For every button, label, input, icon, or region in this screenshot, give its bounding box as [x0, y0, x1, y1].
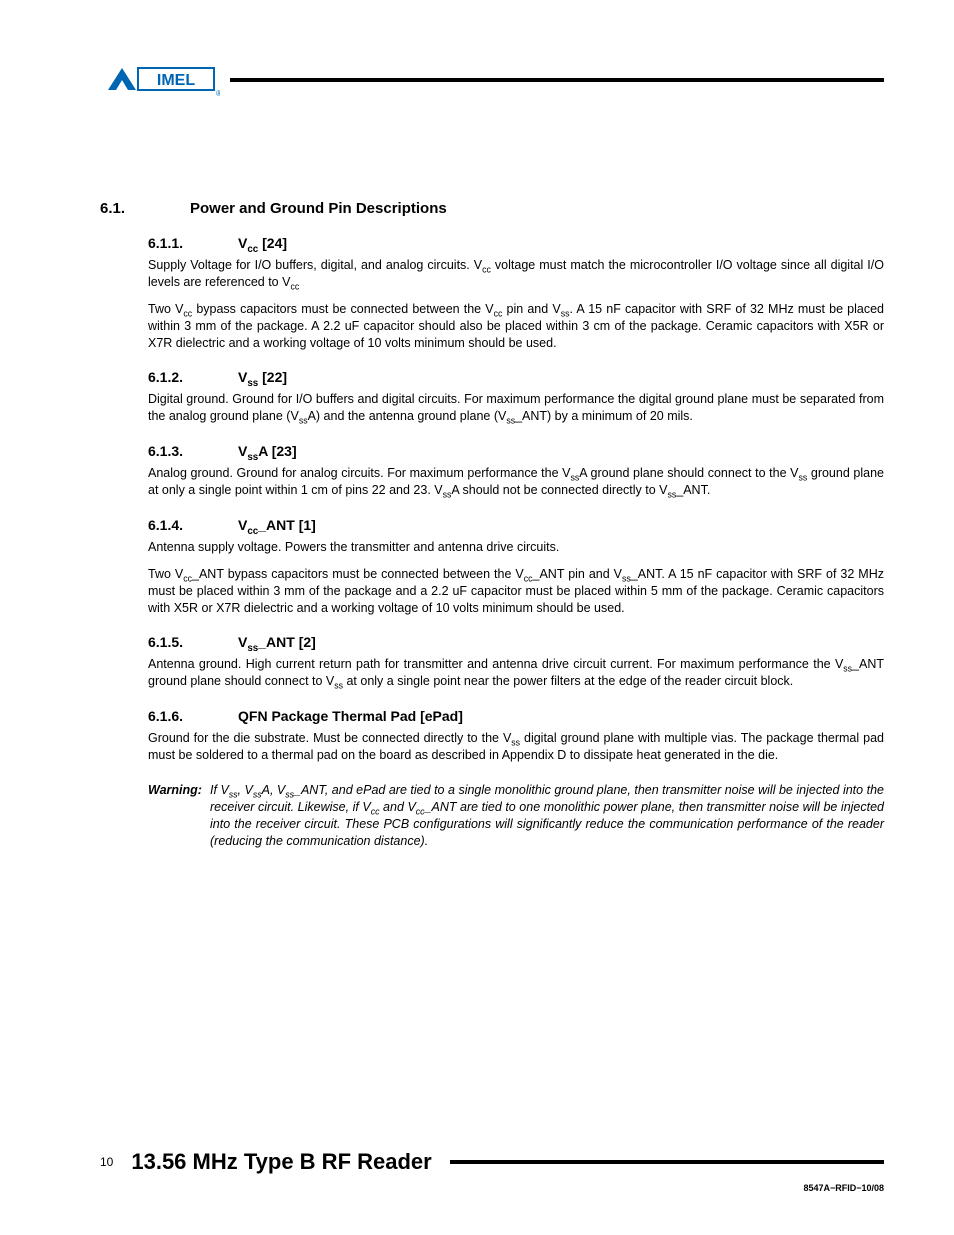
subsection: 6.1.1.Vcc [24] Supply Voltage for I/O buf… [148, 235, 884, 351]
subsection: 6.1.3.VssA [23] Analog ground. Ground for… [148, 443, 884, 499]
subsection-number: 6.1.4. [148, 517, 238, 533]
subsection: 6.1.6.QFN Package Thermal Pad [ePad] Grou… [148, 708, 884, 764]
section-heading: 6.1. Power and Ground Pin Descriptions [100, 200, 884, 217]
subsection-heading: 6.1.3.VssA [23] [148, 443, 884, 459]
subsection-title-text: Vss [22] [238, 369, 287, 385]
atmel-logo: IMEL ® [100, 60, 220, 100]
subsection-heading: 6.1.2.Vss [22] [148, 369, 884, 385]
subsection-number: 6.1.3. [148, 443, 238, 459]
section-title-text: Power and Ground Pin Descriptions [190, 200, 447, 217]
body-paragraph: Digital ground. Ground for I/O buffers a… [148, 391, 884, 425]
subsection-title-text: VssA [23] [238, 443, 297, 459]
body-paragraph: Two Vcc_ANT bypass capacitors must be co… [148, 566, 884, 617]
subsection-number: 6.1.1. [148, 235, 238, 251]
subsection: 6.1.4.Vcc_ANT [1] Antenna supply voltage.… [148, 517, 884, 617]
svg-text:IMEL: IMEL [157, 72, 195, 89]
page-number: 10 [100, 1155, 113, 1169]
page-header: IMEL ® [100, 60, 884, 100]
subsection-title-text: QFN Package Thermal Pad [ePad] [238, 708, 463, 724]
body-paragraph: Two Vcc bypass capacitors must be connec… [148, 301, 884, 352]
footer-rule [450, 1160, 884, 1164]
subsection-number: 6.1.5. [148, 634, 238, 650]
subsection-title-text: Vcc [24] [238, 235, 287, 251]
document-id: 8547A−RFID−10/08 [803, 1183, 884, 1193]
subsection-heading: 6.1.5.Vss_ANT [2] [148, 634, 884, 650]
body-paragraph: Supply Voltage for I/O buffers, digital,… [148, 257, 884, 291]
header-rule [230, 78, 884, 82]
subsection: 6.1.5.Vss_ANT [2] Antenna ground. High cu… [148, 634, 884, 690]
page-footer: 10 13.56 MHz Type B RF Reader 8547A−RFID… [100, 1149, 884, 1175]
warning-label: Warning: [148, 782, 210, 850]
body-paragraph: Ground for the die substrate. Must be co… [148, 730, 884, 764]
warning-block: Warning: If Vss, VssA, Vss_ANT, and ePad… [148, 782, 884, 850]
subsection-title-text: Vcc_ANT [1] [238, 517, 316, 533]
subsection-heading: 6.1.4.Vcc_ANT [1] [148, 517, 884, 533]
subsection-heading: 6.1.6.QFN Package Thermal Pad [ePad] [148, 708, 884, 724]
body-paragraph: Analog ground. Ground for analog circuit… [148, 465, 884, 499]
subsection-number: 6.1.2. [148, 369, 238, 385]
footer-title: 13.56 MHz Type B RF Reader [131, 1149, 431, 1175]
subsection-heading: 6.1.1.Vcc [24] [148, 235, 884, 251]
body-paragraph: Antenna ground. High current return path… [148, 656, 884, 690]
subsection-number: 6.1.6. [148, 708, 238, 724]
svg-text:®: ® [216, 89, 220, 98]
subsection-title-text: Vss_ANT [2] [238, 634, 316, 650]
section-number: 6.1. [100, 200, 190, 217]
subsection: 6.1.2.Vss [22] Digital ground. Ground for… [148, 369, 884, 425]
body-paragraph: Antenna supply voltage. Powers the trans… [148, 539, 884, 556]
warning-text: If Vss, VssA, Vss_ANT, and ePad are tied… [210, 782, 884, 850]
